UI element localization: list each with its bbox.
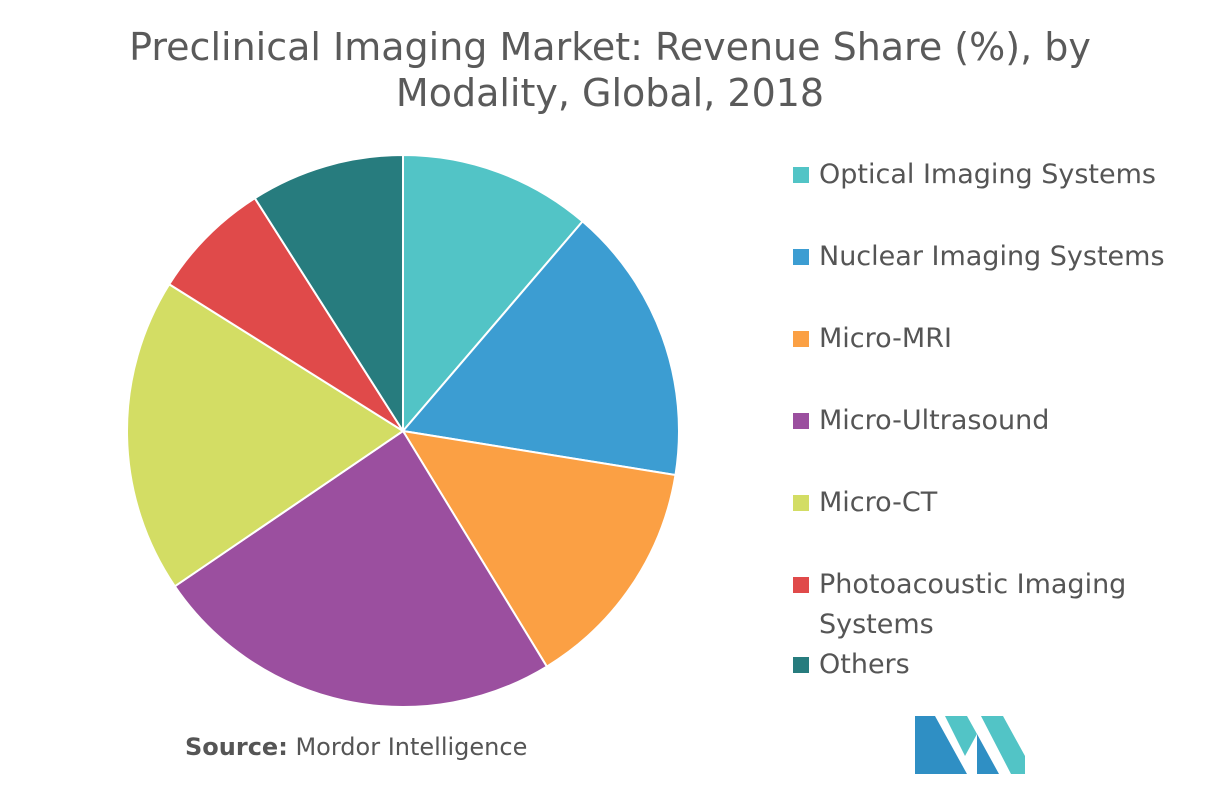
legend-item: Nuclear Imaging Systems	[793, 237, 1199, 277]
logo-right-shape	[977, 734, 999, 774]
legend-label: Micro-CT	[819, 487, 938, 518]
logo-right-top-shape	[981, 716, 1025, 774]
legend-item: Micro-CT	[793, 483, 1199, 523]
legend-label: Micro-Ultrasound	[819, 405, 1050, 436]
pie-slice-nuclear-imaging-systems	[401, 219, 680, 477]
legend-item: Others	[793, 645, 1199, 685]
legend-swatch	[793, 657, 809, 673]
legend-swatch	[793, 577, 809, 593]
pie-slice-others	[253, 153, 404, 435]
source-note: Source: Mordor Intelligence	[185, 730, 527, 764]
legend-item: Optical Imaging Systems	[793, 155, 1199, 195]
chart-title: Preclinical Imaging Market: Revenue Shar…	[129, 25, 1091, 115]
legend-swatch	[793, 495, 809, 511]
pie-slice-micro-mri	[401, 429, 677, 668]
legend-label: Nuclear Imaging Systems	[819, 241, 1165, 272]
legend-label: Micro-MRI	[819, 323, 952, 354]
pie-slice-optical-imaging-systems	[402, 153, 584, 434]
legend-item: Photoacoustic Imaging Systems	[793, 565, 1199, 645]
legend-swatch	[793, 331, 809, 347]
legend-swatch	[793, 167, 809, 183]
legend-label: Photoacoustic Imaging Systems	[819, 569, 1127, 640]
legend-swatch	[793, 249, 809, 265]
logo-left-shape	[915, 716, 967, 774]
pie-slice-photoacoustic-imaging-systems	[167, 196, 404, 432]
source-text: Mordor Intelligence	[295, 733, 528, 761]
legend-label: Optical Imaging Systems	[819, 159, 1156, 190]
source-prefix: Source:	[185, 733, 288, 761]
pie-slices	[126, 153, 680, 708]
pie-slice-micro-ultrasound	[173, 429, 549, 708]
legend-swatch	[793, 413, 809, 429]
legend-item: Micro-MRI	[793, 319, 1199, 359]
legend-label: Others	[819, 649, 910, 680]
logo-middle-shape	[945, 716, 977, 756]
pie-slice-micro-ct	[126, 282, 405, 588]
legend-item: Micro-Ultrasound	[793, 401, 1199, 441]
mordor-intelligence-logo-icon	[915, 716, 1025, 774]
